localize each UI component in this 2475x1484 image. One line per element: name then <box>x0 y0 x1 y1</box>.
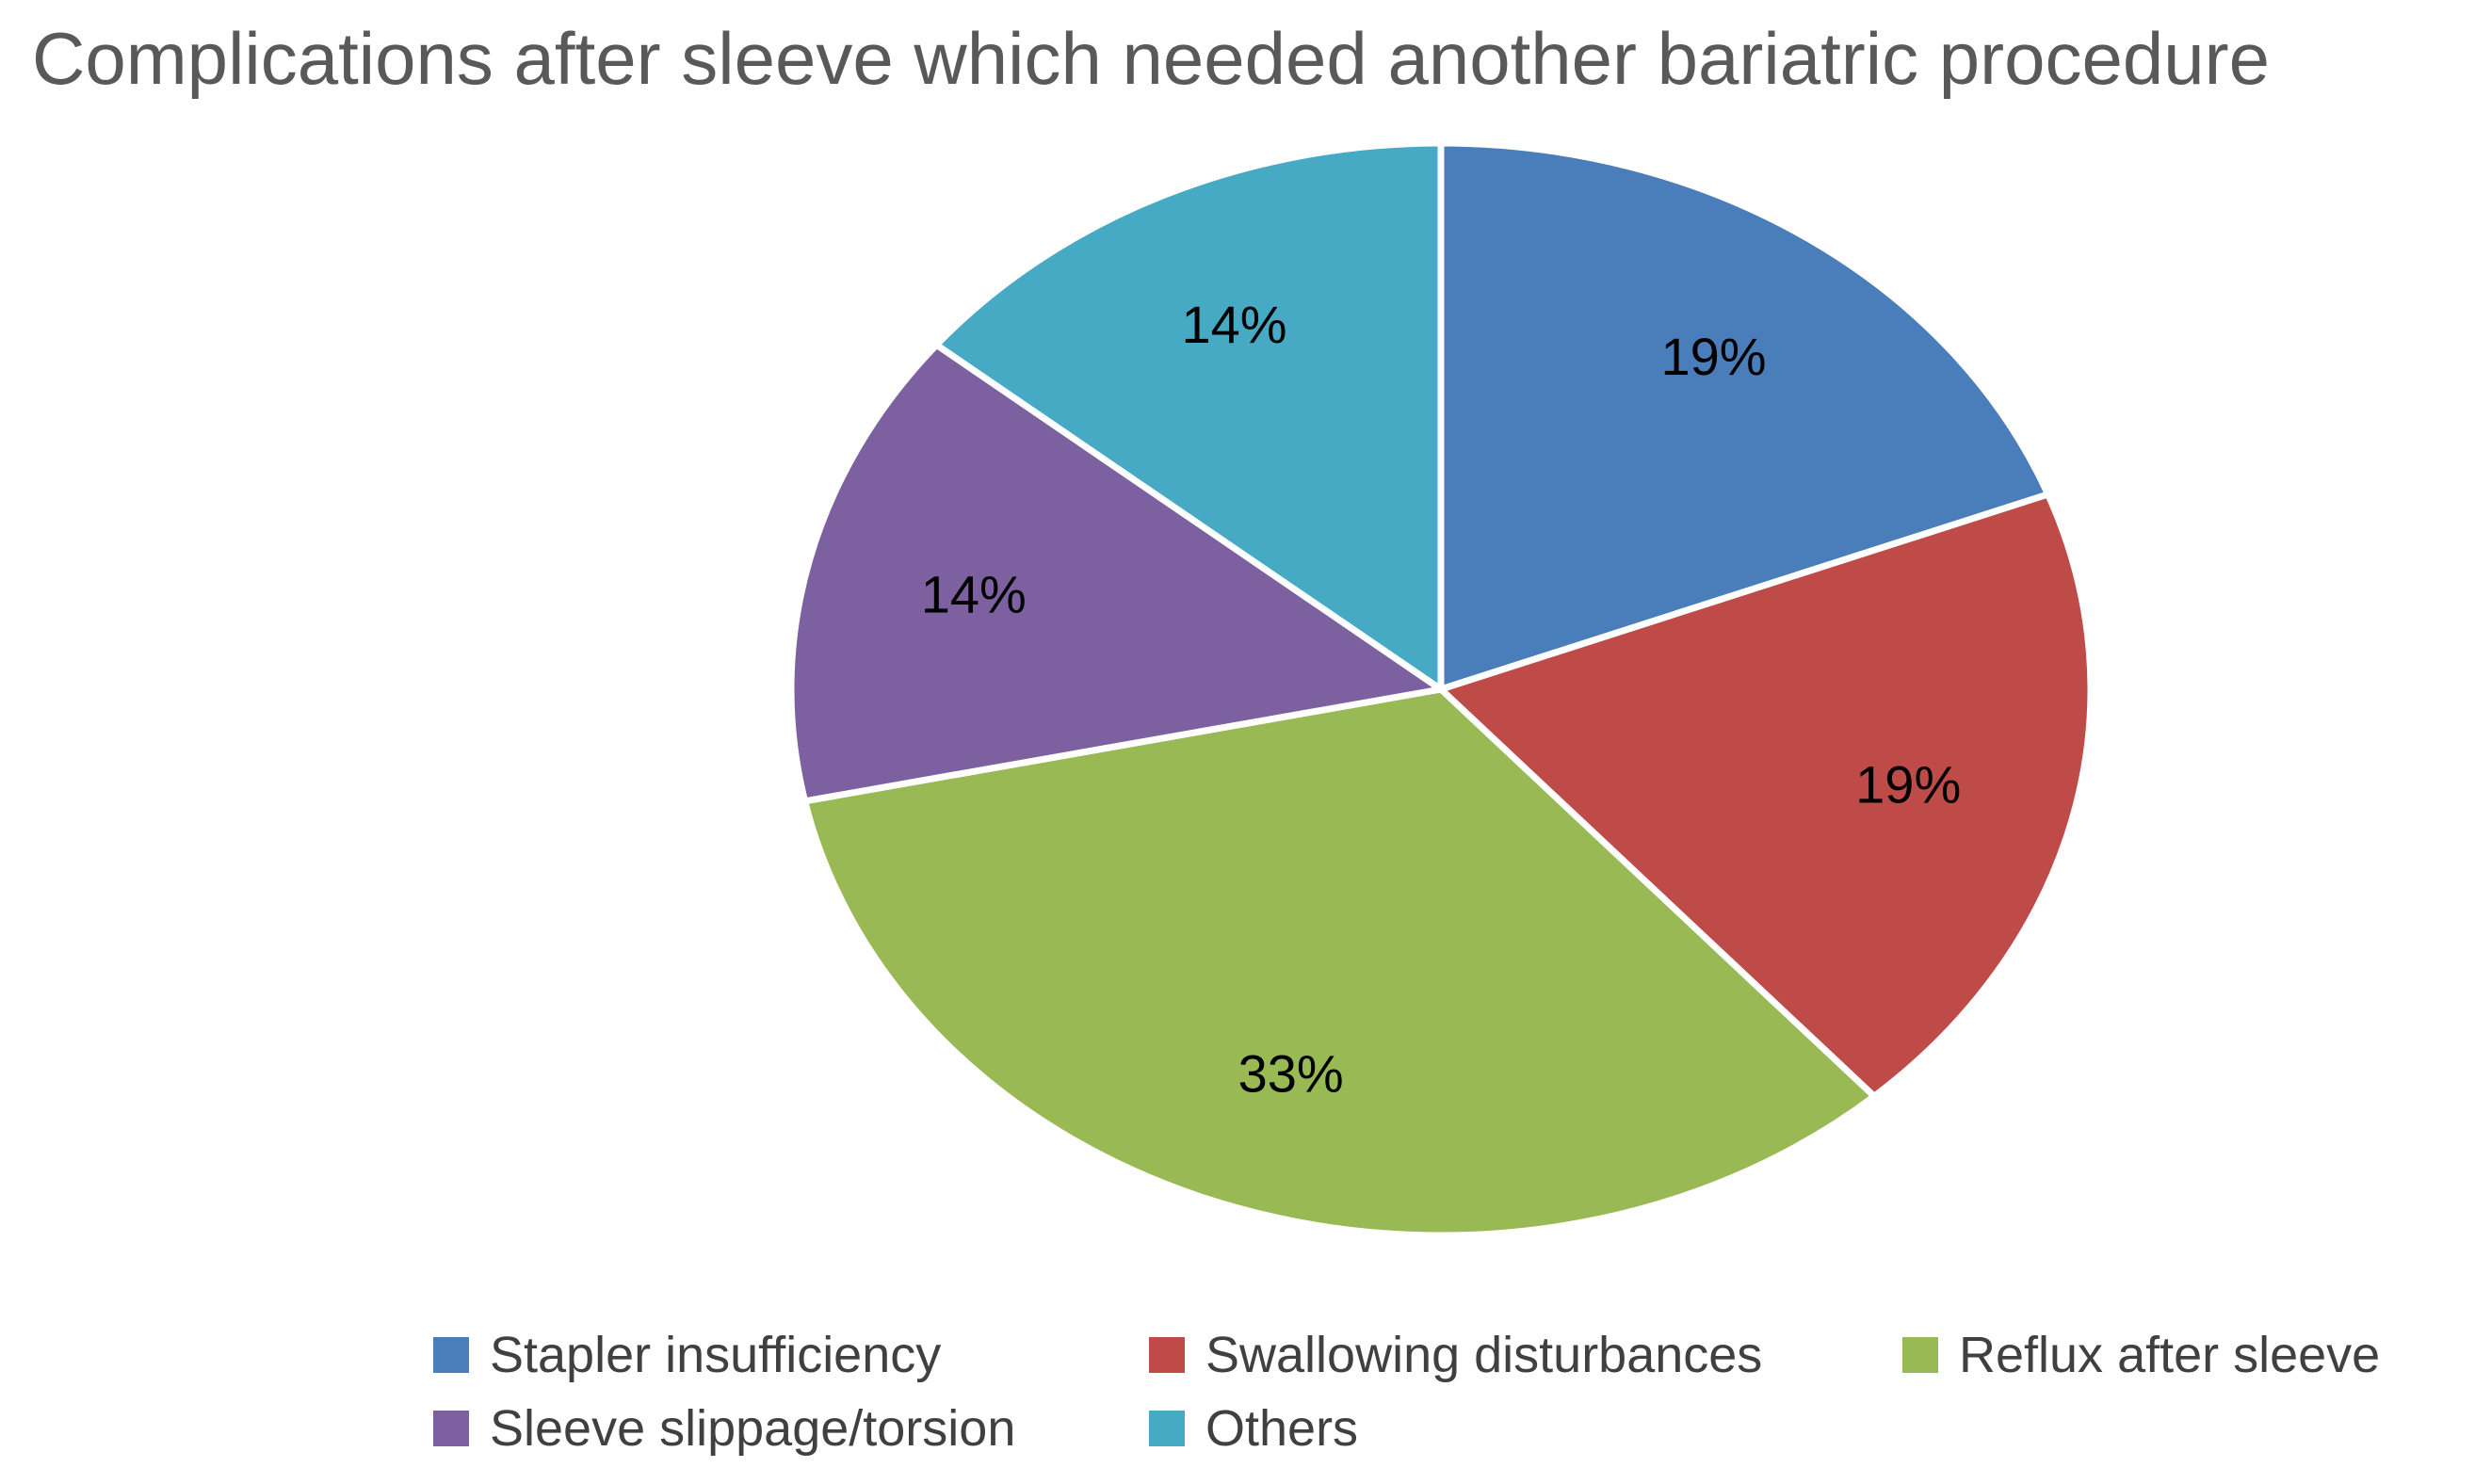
legend-item-swallowing-disturbances: Swallowing disturbances <box>1149 1326 1762 1384</box>
legend-swatch <box>1902 1337 1938 1373</box>
slice-data-label: 33% <box>1238 1043 1344 1103</box>
chart-legend: Stapler insufficiency Swallowing disturb… <box>433 1326 2467 1476</box>
legend-swatch <box>1149 1337 1185 1373</box>
pie-slice-swallowing-disturbances <box>1437 491 2095 1100</box>
legend-label: Others <box>1205 1400 1359 1457</box>
pie-slice-sleeve-slippage-torsion <box>787 341 1445 805</box>
legend-swatch <box>1149 1411 1185 1446</box>
slice-data-label: 14% <box>921 564 1027 623</box>
legend-label: Stapler insufficiency <box>490 1327 942 1383</box>
legend-item-stapler-insufficiency: Stapler insufficiency <box>433 1326 941 1384</box>
legend-item-reflux-after-sleeve: Reflux after sleeve <box>1902 1326 2380 1384</box>
legend-swatch <box>433 1411 469 1446</box>
legend-label: Reflux after sleeve <box>1959 1327 2381 1383</box>
pie-slice-reflux-after-sleeve <box>801 686 1878 1239</box>
slice-data-label: 14% <box>1181 295 1286 354</box>
legend-label: Swallowing disturbances <box>1205 1327 1763 1383</box>
pie-slice-others <box>932 139 1445 693</box>
legend-item-others: Others <box>1149 1399 1358 1458</box>
legend-swatch <box>433 1337 469 1373</box>
chart-title: Complications after sleeve which needed … <box>32 17 2270 100</box>
pie-slice-stapler-insufficiency <box>1437 139 2052 693</box>
slice-data-label: 19% <box>1855 755 1961 815</box>
legend-item-sleeve-slippage-torsion: Sleeve slippage/torsion <box>433 1399 1015 1458</box>
slice-data-label: 19% <box>1660 327 1766 386</box>
legend-label: Sleeve slippage/torsion <box>490 1400 1016 1457</box>
